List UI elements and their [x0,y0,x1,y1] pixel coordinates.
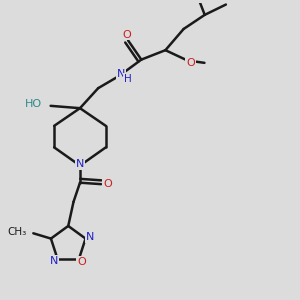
Text: HO: HO [25,99,42,110]
Text: N: N [76,159,84,169]
Text: N: N [117,69,126,79]
Text: O: O [77,257,86,267]
Text: O: O [103,179,112,189]
Text: O: O [186,58,195,68]
Text: CH₃: CH₃ [8,227,27,237]
Text: O: O [122,30,131,40]
Text: N: N [50,256,58,266]
Text: N: N [85,232,94,242]
Text: H: H [124,74,131,84]
